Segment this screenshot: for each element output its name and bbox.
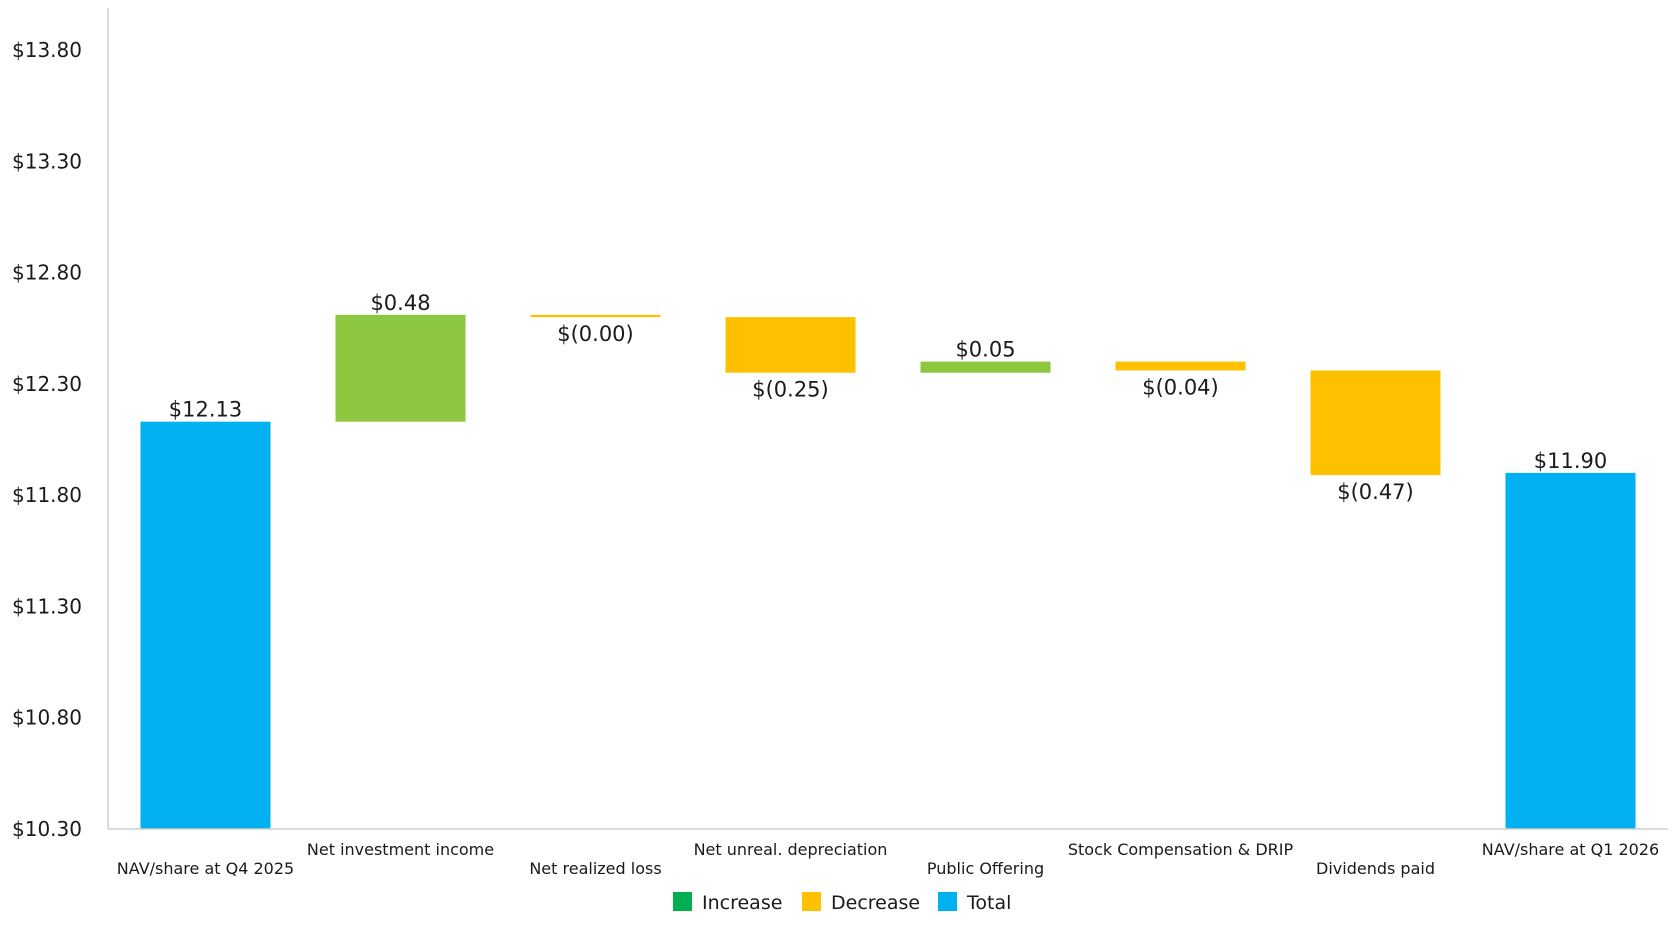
y-tick-label: $13.30 xyxy=(12,149,82,173)
data-label-2: $0.48 xyxy=(370,291,430,315)
bar-6 xyxy=(1115,361,1246,371)
legend-label-total: Total xyxy=(966,892,1011,914)
y-tick-label: $11.80 xyxy=(12,483,82,507)
y-tick-label: $12.30 xyxy=(12,372,82,396)
legend-swatch-increase xyxy=(673,892,692,911)
bar-1 xyxy=(140,421,271,829)
data-labels: $12.13 $0.48 $(0.00) $(0.25) $0.05 $(0.04) $(0… xyxy=(169,291,1607,504)
x-axis: NAV/share at Q4 2025 Net investment incom… xyxy=(108,828,1668,878)
legend: Increase Decrease Total xyxy=(673,892,1011,914)
y-tick-label: $13.80 xyxy=(12,38,82,62)
y-tick-label: $10.80 xyxy=(12,706,82,730)
bar-8 xyxy=(1505,472,1636,829)
bar-2 xyxy=(335,314,466,422)
x-category-label: Net unreal. depreciation xyxy=(694,840,888,859)
legend-label-decrease: Decrease xyxy=(831,892,920,914)
y-tick-label: $12.80 xyxy=(12,261,82,285)
y-tick-label: $10.30 xyxy=(12,817,82,841)
data-label-1: $12.13 xyxy=(169,398,242,422)
legend-swatch-decrease xyxy=(802,892,821,911)
x-category-label: NAV/share at Q1 2026 xyxy=(1482,840,1659,859)
bar-3 xyxy=(530,314,661,318)
x-category-label: Net investment income xyxy=(307,840,494,859)
x-category-label: Dividends paid xyxy=(1316,859,1435,878)
y-tick-label: $11.30 xyxy=(12,594,82,618)
legend-swatch-total xyxy=(938,892,957,911)
x-category-label: Net realized loss xyxy=(529,859,661,878)
bars xyxy=(140,314,1636,829)
x-category-label: NAV/share at Q4 2025 xyxy=(117,859,294,878)
legend-label-increase: Increase xyxy=(702,892,782,914)
x-category-label: Stock Compensation & DRIP xyxy=(1068,840,1294,859)
bar-5 xyxy=(920,361,1051,373)
data-label-8: $11.90 xyxy=(1534,449,1607,473)
data-label-7: $(0.47) xyxy=(1337,480,1414,504)
data-label-5: $0.05 xyxy=(955,338,1015,362)
bar-7 xyxy=(1310,370,1441,476)
bar-4 xyxy=(725,317,856,373)
x-category-label: Public Offering xyxy=(927,859,1044,878)
y-axis: $13.80 $13.30 $12.80 $12.30 $11.80 $11.30 $10.… xyxy=(12,8,109,841)
data-label-4: $(0.25) xyxy=(752,378,829,402)
data-label-6: $(0.04) xyxy=(1142,376,1219,400)
data-label-3: $(0.00) xyxy=(557,322,634,346)
